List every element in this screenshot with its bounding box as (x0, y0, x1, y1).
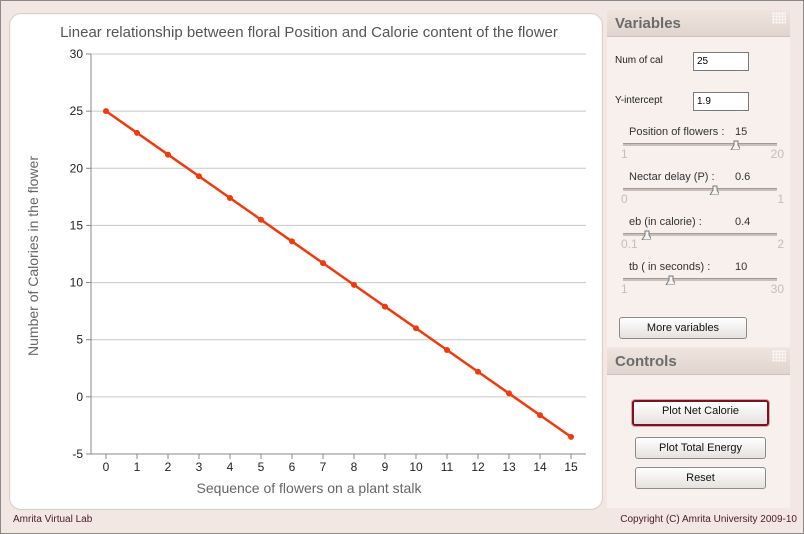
data-point (320, 260, 326, 267)
x-tick-label: 11 (441, 460, 454, 474)
data-point (444, 347, 450, 353)
line-chart: Linear relationship between floral Posit… (25, 24, 586, 496)
controls-header: Controls (607, 348, 790, 375)
x-tick-label: 10 (409, 460, 423, 474)
data-point (227, 195, 233, 201)
data-point (351, 281, 357, 288)
slider-min-label: 0 (621, 192, 628, 206)
slider-label: eb (in calorie) : (629, 216, 702, 228)
slider-label: Position of flowers : (629, 126, 725, 138)
plot-net-calorie-button[interactable]: Plot Net Calorie (632, 400, 769, 426)
x-tick-label: 14 (533, 460, 547, 474)
slider-track[interactable] (623, 143, 777, 146)
x-tick-label: 7 (320, 460, 327, 474)
num-cal-label: Num of cal (615, 55, 663, 66)
data-point (382, 303, 388, 310)
controls-title: Controls (615, 353, 677, 370)
footer-lab-name: Amrita Virtual Lab (13, 514, 93, 525)
data-point (413, 325, 419, 332)
more-variables-button[interactable]: More variables (619, 317, 747, 339)
slider-track[interactable] (623, 233, 777, 236)
slider-thumb-icon[interactable] (665, 275, 675, 285)
x-tick-label: 3 (196, 460, 203, 474)
slider-3[interactable]: eb (in calorie) : 0.4 0.1 2 (607, 216, 790, 256)
x-tick-label: 13 (502, 460, 516, 474)
data-point (134, 129, 140, 136)
slider-4[interactable]: tb ( in seconds) : 10 1 30 (607, 261, 790, 301)
grip-icon[interactable] (772, 12, 786, 24)
x-tick-label: 6 (289, 460, 296, 474)
x-tick-label: 0 (103, 460, 110, 474)
x-tick-label: 8 (351, 460, 358, 474)
chart-panel: Linear relationship between floral Posit… (9, 13, 603, 510)
slider-thumb-icon[interactable] (709, 185, 720, 195)
y-tick-label: 15 (70, 218, 84, 232)
slider-track[interactable] (623, 188, 777, 191)
x-tick-label: 2 (165, 460, 172, 474)
y-axis-label: Number of Calories in the flower (25, 156, 41, 356)
slider-max-label: 2 (777, 237, 784, 251)
y-intercept-input[interactable] (693, 92, 749, 111)
data-point (506, 390, 512, 397)
grip-icon[interactable] (772, 350, 786, 362)
data-point (165, 151, 171, 158)
slider-value: 10 (735, 261, 748, 273)
slider-track[interactable] (623, 278, 777, 281)
reset-button[interactable]: Reset (635, 467, 766, 489)
y-intercept-label: Y-intercept (615, 95, 663, 106)
x-tick-label: 1 (134, 460, 141, 474)
x-tick-label: 15 (564, 460, 578, 474)
slider-thumb-icon[interactable] (641, 230, 652, 240)
side-panel: Variables Num of cal Y-intercept Positio… (607, 10, 790, 508)
x-tick-label: 5 (258, 460, 265, 474)
slider-max-label: 1 (777, 192, 784, 206)
slider-max-label: 20 (770, 147, 784, 161)
slider-min-label: 0.1 (621, 237, 638, 251)
data-point (258, 216, 264, 223)
footer-copyright: Copyright (C) Amrita University 2009-10 (620, 514, 797, 525)
slider-2[interactable]: Nectar delay (P) : 0.6 0 1 (607, 171, 790, 211)
data-point (103, 108, 109, 115)
y-tick-label: 25 (70, 104, 84, 118)
x-axis-label: Sequence of flowers on a plant stalk (197, 480, 423, 496)
slider-max-label: 30 (770, 282, 784, 296)
slider-min-label: 1 (621, 147, 628, 161)
x-tick-label: 9 (382, 460, 389, 474)
slider-label: Nectar delay (P) : (629, 171, 715, 183)
data-point (289, 238, 295, 245)
x-tick-label: 12 (471, 460, 485, 474)
slider-value: 0.6 (735, 171, 751, 183)
variables-title: Variables (615, 15, 681, 32)
chart-title: Linear relationship between floral Posit… (60, 24, 558, 41)
y-tick-label: 5 (76, 333, 83, 347)
plot-total-energy-button[interactable]: Plot Total Energy (635, 437, 766, 459)
data-point (196, 173, 202, 180)
controls-panel: Plot Net Calorie Plot Total Energy Reset (607, 375, 790, 508)
data-point (537, 412, 543, 419)
y-tick-label: 0 (76, 390, 83, 404)
variables-panel: Num of cal Y-intercept Position of flowe… (607, 37, 790, 347)
slider-value: 0.4 (735, 216, 751, 228)
slider-thumb-icon[interactable] (730, 140, 741, 150)
y-tick-label: 30 (70, 47, 84, 61)
series-line (105, 110, 572, 438)
slider-1[interactable]: Position of flowers : 15 1 20 (607, 126, 790, 166)
slider-value: 15 (735, 126, 748, 138)
slider-label: tb ( in seconds) : (629, 261, 711, 273)
x-tick-label: 4 (227, 460, 234, 474)
variables-header: Variables (607, 10, 790, 37)
y-tick-label: 20 (70, 161, 84, 175)
slider-min-label: 1 (621, 282, 628, 296)
y-tick-label: 10 (70, 276, 84, 290)
data-point (568, 433, 574, 440)
num-cal-input[interactable] (693, 52, 749, 71)
y-tick-label: -5 (72, 447, 83, 461)
data-point (475, 368, 481, 375)
